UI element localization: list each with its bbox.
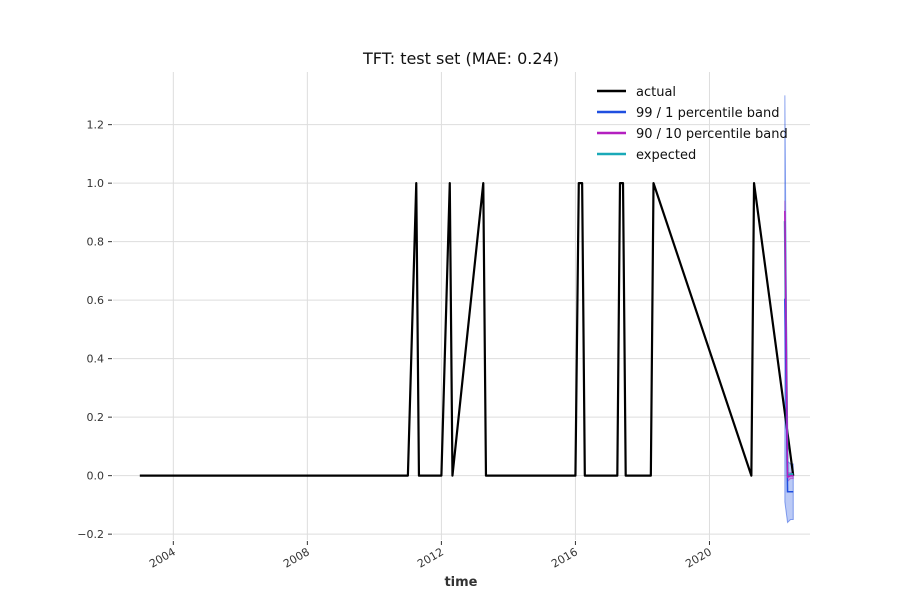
- x-tick-label: 2008: [281, 545, 312, 570]
- legend: actual 99 / 1 percentile band 90 / 10 perc…: [597, 85, 788, 163]
- x-tick-label: 2020: [683, 545, 714, 570]
- x-tick-label: 2004: [147, 545, 178, 570]
- x-tick-label: 2016: [549, 545, 580, 570]
- x-tick-label: 2012: [415, 545, 446, 570]
- y-tick-label: 0.4: [87, 353, 105, 366]
- legend-label: 90 / 10 percentile band: [636, 127, 788, 142]
- legend-label: expected: [636, 148, 696, 163]
- legend-label: actual: [636, 85, 676, 100]
- series-lines: [139, 182, 795, 493]
- chart-title: TFT: test set (MAE: 0.24): [362, 49, 559, 68]
- y-tick-label: 1.2: [87, 119, 105, 132]
- grid: [113, 72, 810, 540]
- y-tick-label: 0.2: [87, 411, 105, 424]
- y-tick-label: 1.0: [87, 177, 105, 190]
- y-tick-label: −0.2: [77, 528, 104, 541]
- series-line-0: [139, 182, 795, 477]
- y-tick-label: 0.8: [87, 236, 105, 249]
- legend-label: 99 / 1 percentile band: [636, 106, 779, 121]
- y-tick-label: 0.0: [87, 470, 105, 483]
- y-tick-label: 0.6: [87, 294, 105, 307]
- band-center-2: [784, 210, 794, 479]
- x-axis-label: time: [444, 575, 477, 590]
